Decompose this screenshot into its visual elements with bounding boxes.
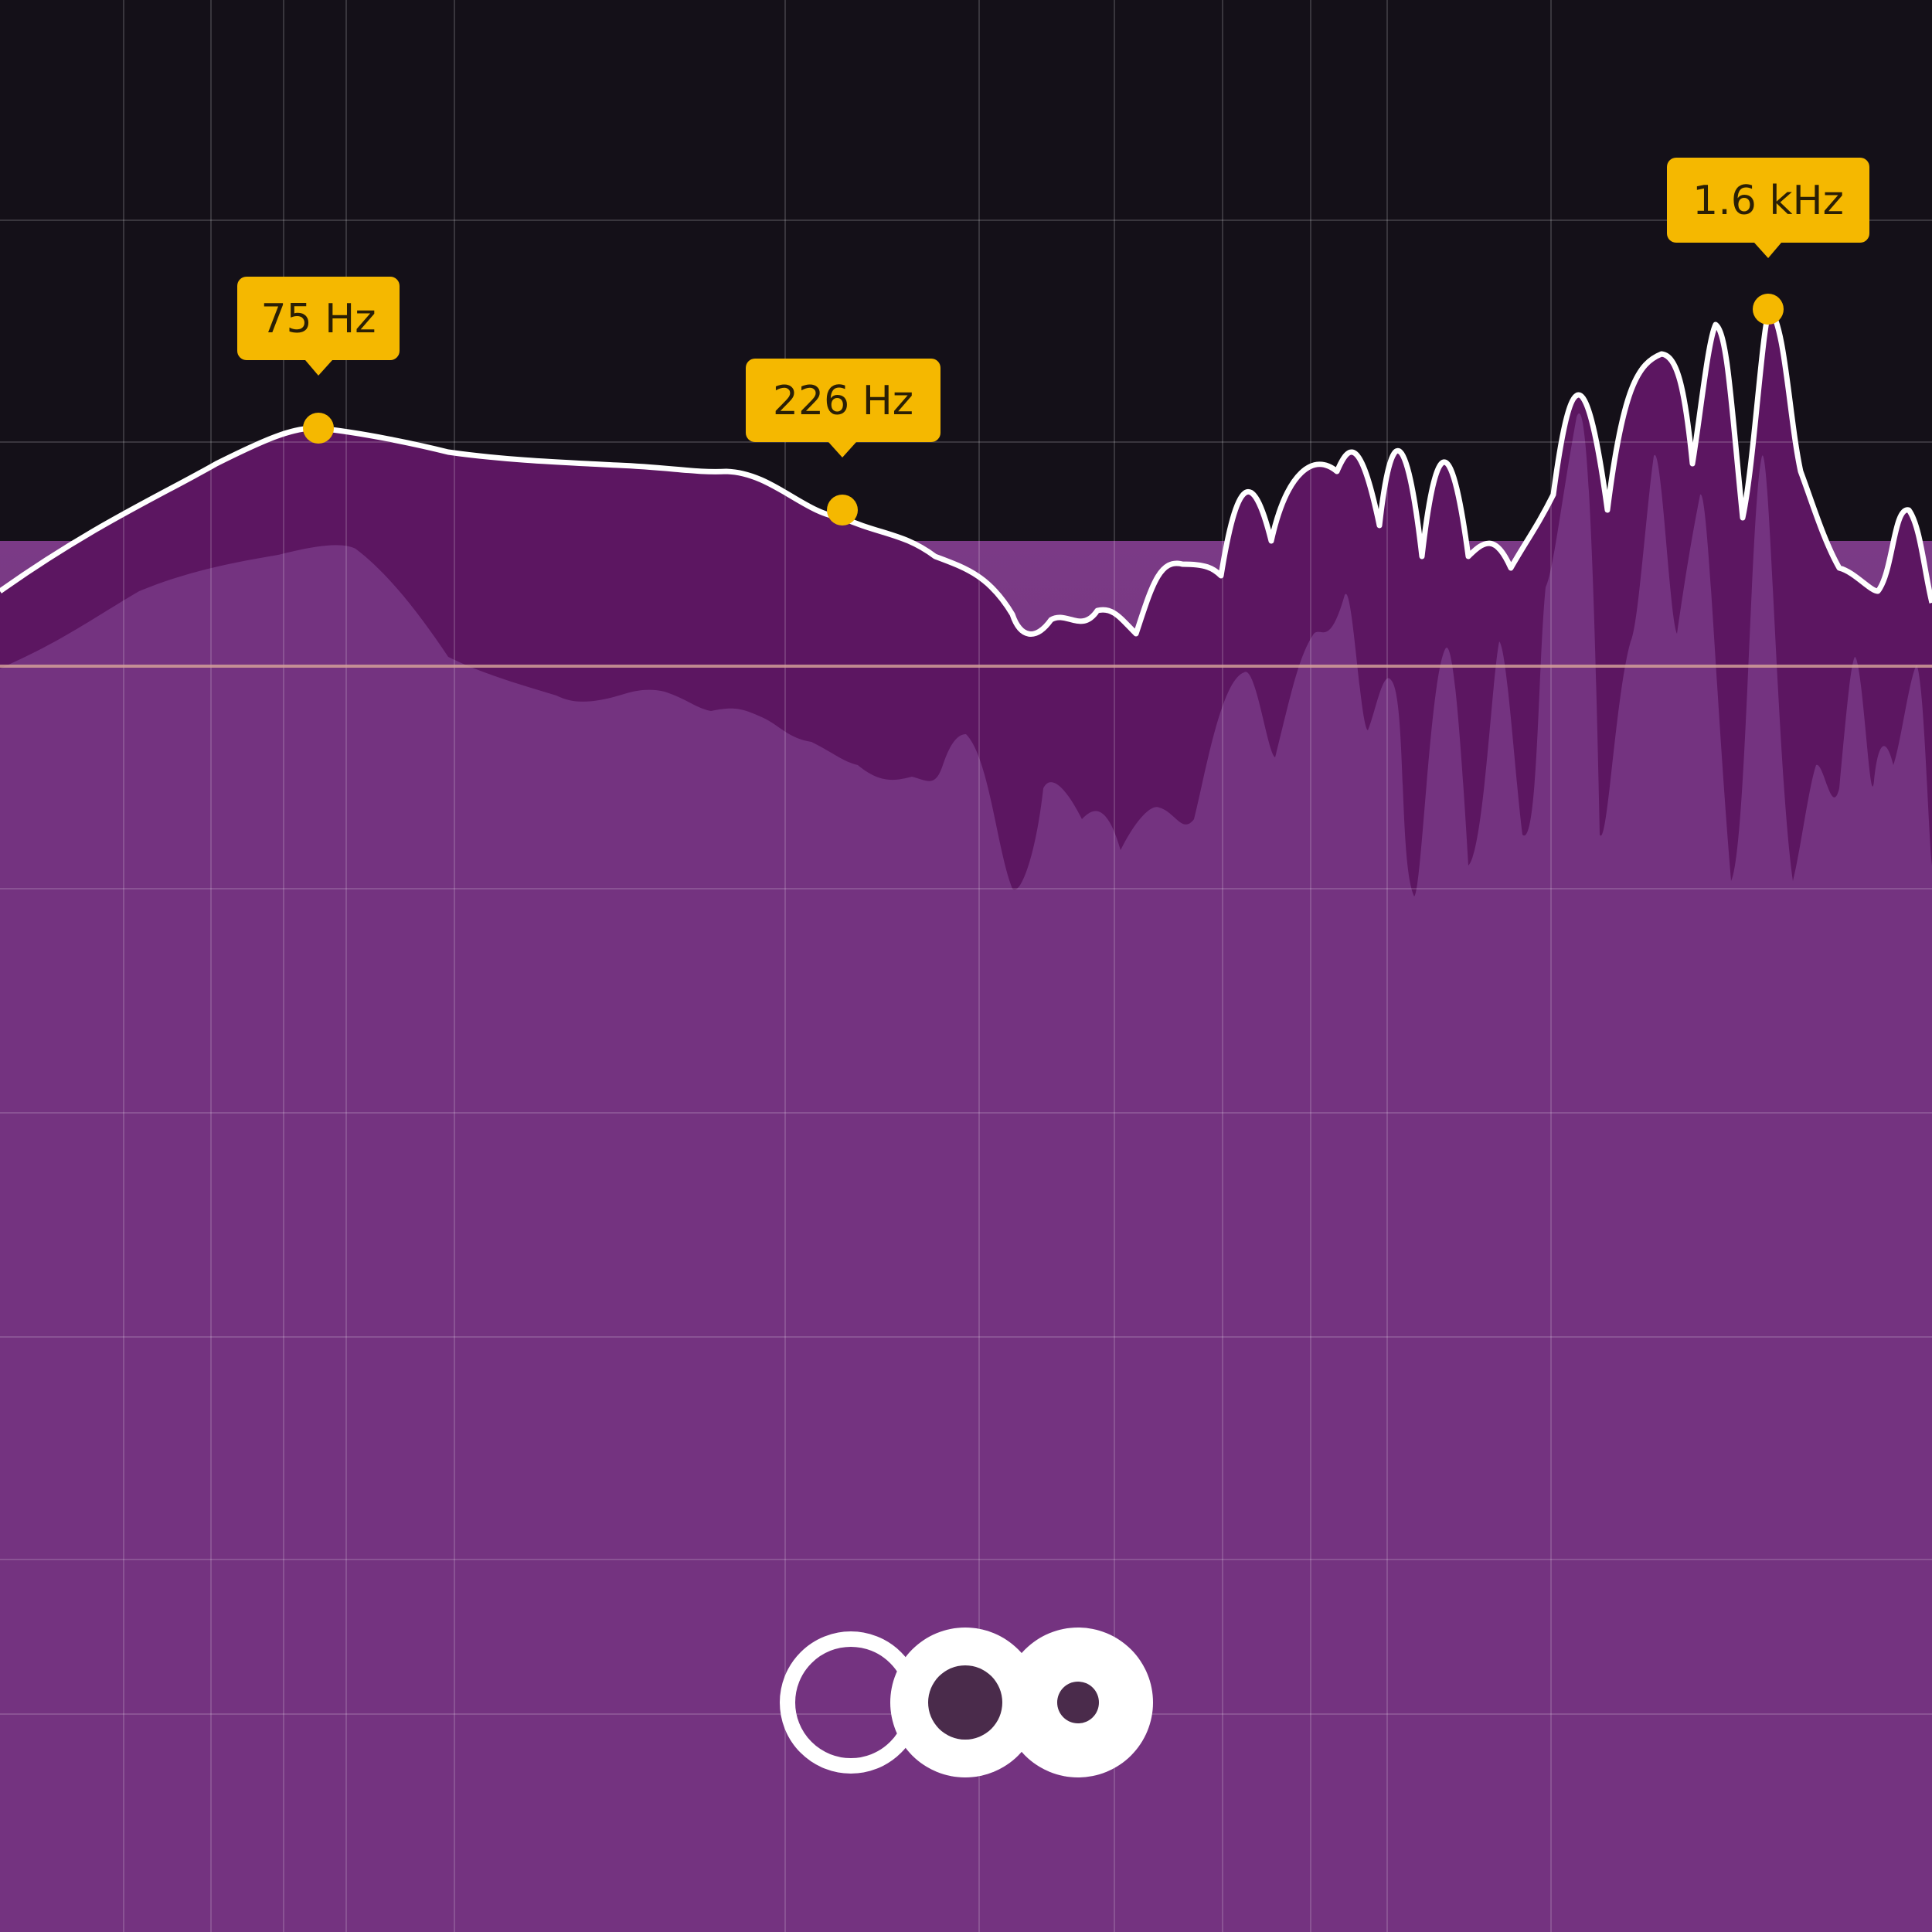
three-circles-logo-icon — [780, 1628, 1153, 1777]
eq-curve-line[interactable] — [0, 306, 1932, 637]
eq-band-handle[interactable] — [827, 495, 858, 526]
grid-vertical — [123, 0, 1552, 1932]
eq-band-marker-1-6khz[interactable]: 1.6 kHz — [1667, 158, 1869, 325]
marker-tooltip — [237, 277, 400, 360]
marker-label-75hz: 75 Hz — [260, 296, 376, 342]
spectrum-fill — [0, 413, 1932, 1932]
eq-band-marker-226hz[interactable]: 226 Hz — [746, 359, 940, 526]
marker-label-226hz: 226 Hz — [773, 378, 913, 424]
marker-tooltip — [1667, 158, 1869, 243]
grid-horizontal — [0, 219, 1932, 1715]
marker-tooltip — [746, 359, 940, 442]
marker-tooltip-pointer — [305, 360, 332, 376]
marker-tooltip-pointer — [1754, 243, 1781, 258]
marker-label-1-6khz: 1.6 kHz — [1692, 178, 1844, 224]
eq-band-handle[interactable] — [303, 413, 334, 444]
eq-band-handle[interactable] — [1753, 294, 1784, 325]
eq-band-marker-75hz[interactable]: 75 Hz — [237, 277, 400, 444]
marker-tooltip-pointer — [828, 442, 856, 457]
